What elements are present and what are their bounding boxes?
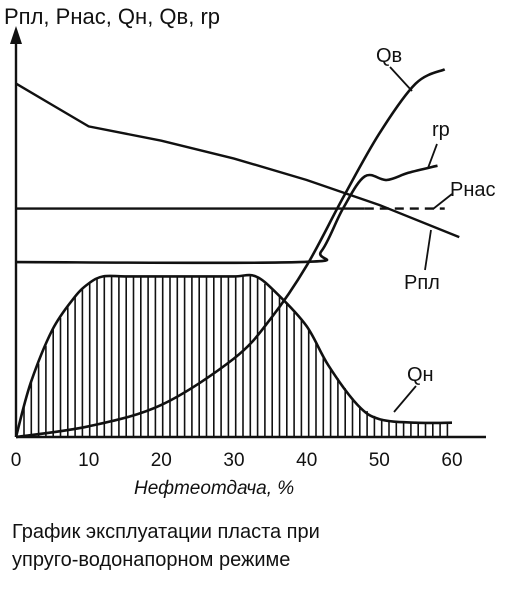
ppl-leader-line (424, 229, 432, 271)
qv-leader-line (389, 66, 413, 92)
x-tick-label: 50 (369, 450, 390, 471)
rp-label: rр (432, 119, 450, 141)
qn-leader-line (393, 385, 417, 413)
series-labels: Qв rр Pнас Pпл Qн (376, 45, 496, 413)
rp-leader-line (427, 143, 438, 169)
y-axis-title: Pпл, Pнас, Qн, Qв, rр (4, 4, 221, 29)
qv-label: Qв (376, 45, 402, 67)
rp-line (15, 164, 438, 265)
qn-label: Qн (407, 364, 434, 386)
x-axis-title: Нефтеотдача, % (134, 478, 295, 499)
series-curves (14, 68, 460, 439)
reservoir-exploitation-chart: Qв rр Pнас Pпл Qн 0 10 20 30 40 50 60 (10, 26, 496, 471)
figure-caption: График эксплуатации пласта при упруго-во… (12, 518, 512, 574)
y-axis-arrow (10, 26, 22, 44)
x-tick-label: 40 (296, 450, 317, 471)
axes (10, 26, 486, 439)
caption-line-2: упруго-водонапорном режиме (12, 549, 291, 571)
ppl-line (15, 82, 460, 239)
x-tick-label: 60 (441, 450, 462, 471)
qn-line (14, 273, 453, 438)
x-tick-label: 0 (11, 450, 22, 471)
qn-hatched-area (23, 276, 449, 437)
pnas-leader-line (432, 193, 453, 210)
x-tick-label: 10 (78, 450, 99, 471)
x-tick-labels: 0 10 20 30 40 50 60 (11, 450, 463, 471)
caption-line-1: График эксплуатации пласта при (12, 521, 320, 543)
qv-line (15, 68, 446, 439)
ppl-label: Pпл (404, 272, 440, 294)
x-tick-label: 30 (223, 450, 244, 471)
x-tick-label: 20 (151, 450, 172, 471)
pnas-label: Pнас (450, 179, 496, 201)
